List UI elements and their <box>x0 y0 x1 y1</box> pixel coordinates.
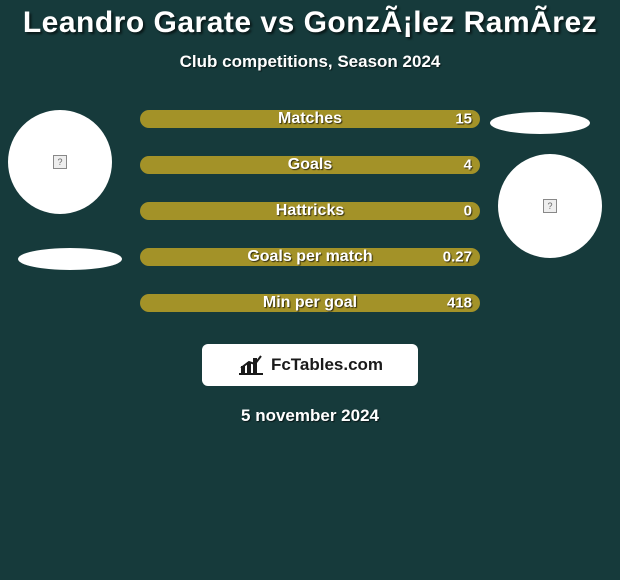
stat-row: Goals 4 <box>140 156 480 174</box>
stat-value-right: 0.27 <box>443 249 472 266</box>
stat-value-right: 418 <box>447 295 472 312</box>
bars-chart-icon <box>237 354 265 376</box>
player-left-avatar: ? <box>8 110 112 214</box>
stat-row: Min per goal 418 <box>140 294 480 312</box>
stat-row: Goals per match 0.27 <box>140 248 480 266</box>
date-text: 5 november 2024 <box>0 406 620 426</box>
stat-label: Matches <box>278 110 342 128</box>
stat-label: Goals per match <box>247 248 372 266</box>
footer-logo-text: FcTables.com <box>271 355 383 375</box>
stat-label: Hattricks <box>276 202 344 220</box>
stat-row: Hattricks 0 <box>140 202 480 220</box>
subtitle: Club competitions, Season 2024 <box>0 52 620 72</box>
placeholder-icon: ? <box>543 199 557 213</box>
placeholder-icon: ? <box>53 155 67 169</box>
content: Leandro Garate vs GonzÃ¡lez RamÃ­rez Clu… <box>0 0 620 426</box>
footer-logo: FcTables.com <box>202 344 418 386</box>
player-left-shadow <box>18 248 122 270</box>
stat-value-right: 4 <box>464 157 472 174</box>
arena: ? ? Matches 15 Goals 4 Hattricks 0 Goals per m… <box>0 110 620 426</box>
player-right-shadow <box>490 112 590 134</box>
stat-value-right: 15 <box>455 111 472 128</box>
stat-bars: Matches 15 Goals 4 Hattricks 0 Goals per match… <box>140 110 480 312</box>
stat-value-right: 0 <box>464 203 472 220</box>
stat-label: Min per goal <box>263 294 357 312</box>
stat-row: Matches 15 <box>140 110 480 128</box>
page-title: Leandro Garate vs GonzÃ¡lez RamÃ­rez <box>0 0 620 40</box>
stat-label: Goals <box>288 156 332 174</box>
player-right-avatar: ? <box>498 154 602 258</box>
